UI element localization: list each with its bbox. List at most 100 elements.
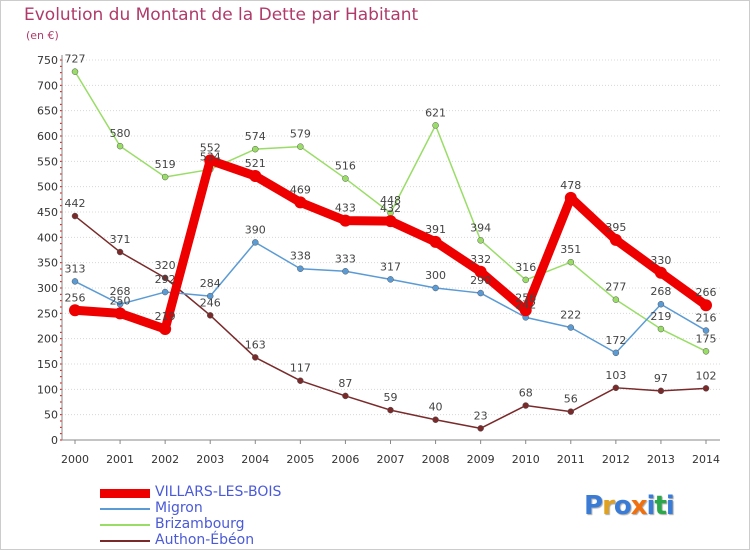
data-point [567,258,575,266]
data-label: 246 [200,296,221,309]
data-point [519,304,532,317]
x-tick-label: 2007 [377,453,405,466]
x-tick-label: 2013 [647,453,675,466]
data-point [159,323,172,336]
data-label: 330 [650,254,671,267]
data-label: 727 [65,53,86,66]
data-label: 23 [474,409,488,422]
data-point [657,387,665,395]
data-label: 317 [380,260,401,273]
data-point [161,274,169,282]
data-point [249,170,262,183]
data-point [432,122,439,129]
x-tick-label: 2014 [692,453,720,466]
legend-swatch [100,524,150,526]
data-point [297,377,304,384]
data-point [342,268,349,275]
legend-swatch [100,489,150,498]
data-point [567,408,575,415]
data-label: 268 [650,285,671,298]
data-point [432,284,439,292]
data-point [429,235,442,248]
data-label: 117 [290,362,311,375]
data-label: 621 [425,106,446,119]
data-label: 56 [564,393,578,406]
data-point [161,288,169,296]
data-point [432,416,439,423]
y-tick-label: 250 [37,307,58,320]
data-label: 391 [425,223,446,236]
data-point [206,292,214,300]
data-label: 87 [338,377,352,390]
data-point [657,325,665,333]
data-point [161,173,169,181]
legend-label: VILLARS-LES-BOIS [155,484,282,500]
y-tick-label: 0 [51,434,58,447]
data-label: 534 [200,150,221,163]
data-label: 40 [429,401,443,414]
data-point [71,68,79,75]
data-point [297,143,304,150]
data-label: 521 [245,157,266,170]
data-point [71,212,79,220]
data-label: 433 [335,202,356,215]
data-point [477,237,484,244]
data-point [522,276,529,284]
data-point [116,248,124,256]
data-label: 580 [110,127,131,140]
y-tick-label: 650 [37,105,58,118]
data-label: 442 [65,197,86,210]
x-tick-label: 2000 [61,453,89,466]
data-point [342,392,349,400]
data-label: 371 [110,233,131,246]
data-point [116,300,124,308]
data-point [474,265,487,278]
data-point [609,233,622,246]
data-label: 175 [696,332,717,345]
data-label: 292 [155,273,176,286]
legend-swatch [100,508,150,510]
y-tick-label: 350 [37,257,58,270]
data-point [114,307,127,320]
data-label: 395 [605,221,626,234]
data-point [612,349,620,357]
data-point [252,145,259,153]
data-point [387,406,394,414]
data-label: 469 [290,183,311,196]
data-label: 268 [110,285,131,298]
data-label: 316 [515,261,536,274]
data-label: 172 [605,334,626,347]
data-point [297,265,304,272]
legend-label: Migron [155,500,203,516]
y-tick-label: 150 [37,358,58,371]
y-tick-label: 400 [37,231,58,244]
data-point [564,191,577,204]
data-label: 216 [696,312,717,325]
x-tick-label: 2006 [331,453,359,466]
data-point [294,196,307,209]
data-label: 97 [654,372,668,385]
data-point [204,154,217,167]
chart-title: Evolution du Montant de la Dette par Hab… [24,5,419,25]
chart-subtitle: (en €) [26,29,59,42]
data-label: 300 [425,269,446,282]
data-point [654,266,667,279]
data-point [612,296,620,303]
data-label: 332 [470,253,491,266]
data-point [71,278,79,285]
data-label: 59 [384,391,398,404]
y-tick-label: 300 [37,282,58,295]
data-label: 219 [650,310,671,323]
data-label: 478 [560,179,581,192]
data-point [700,299,712,312]
data-point [522,402,529,409]
data-point [702,385,710,392]
data-label: 394 [470,221,491,234]
legend-swatch [100,540,150,542]
data-label: 103 [605,369,626,382]
data-label: 448 [380,194,401,207]
data-label: 552 [200,141,221,154]
data-point [252,354,259,361]
data-label: 219 [155,310,176,323]
